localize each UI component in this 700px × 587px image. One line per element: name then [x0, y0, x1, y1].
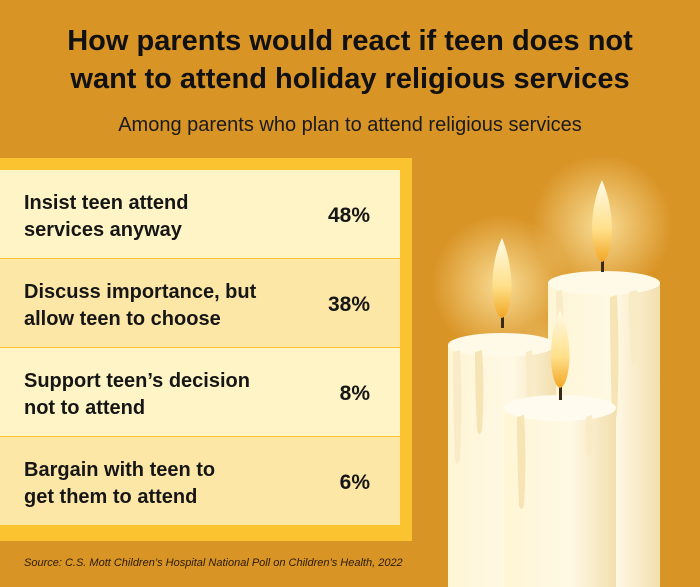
row-value: 38% [327, 293, 370, 316]
flame [550, 310, 570, 388]
table-row: Support teen’s decision not to attend 8% [0, 348, 400, 436]
candle-front [504, 395, 616, 587]
chart-subtitle: Among parents who plan to attend religio… [118, 114, 582, 136]
row-label: Support teen’s decision not to attend [24, 370, 250, 419]
source-note: Source: C.S. Mott Children’s Hospital Na… [24, 557, 403, 569]
table-row: Bargain with teen to get them to attend … [0, 437, 400, 525]
row-value: 8% [339, 382, 370, 405]
candles-illustration [432, 155, 672, 587]
row-label: Insist teen attend services anyway [24, 192, 189, 241]
row-value: 48% [327, 204, 370, 227]
table-row: Insist teen attend services anyway 48% [0, 170, 400, 258]
table-row: Discuss importance, but allow teen to ch… [0, 259, 400, 347]
row-value: 6% [339, 471, 370, 494]
chart-title: How parents would react if teen does not… [67, 25, 633, 95]
flame [592, 180, 612, 262]
flame [492, 238, 512, 318]
results-table: Insist teen attend services anyway 48% D… [0, 170, 400, 527]
row-label: Bargain with teen to get them to attend [24, 459, 216, 508]
row-label: Discuss importance, but allow teen to ch… [24, 281, 257, 330]
